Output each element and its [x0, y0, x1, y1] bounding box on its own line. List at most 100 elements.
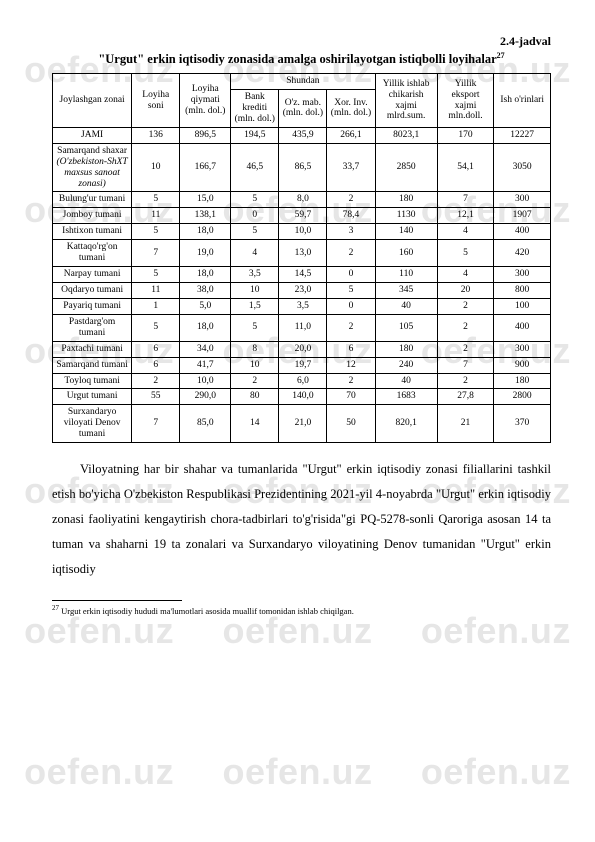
cell-value: 1683 — [375, 389, 437, 405]
cell-value: 5 — [437, 240, 494, 267]
cell-value: 18,0 — [180, 267, 231, 283]
cell-value: 170 — [437, 127, 494, 143]
cell-value: 12227 — [494, 127, 551, 143]
cell-value: 896,5 — [180, 127, 231, 143]
cell-value: 420 — [494, 240, 551, 267]
cell-zone: Surxandaryo viloyati Denov tumani — [53, 405, 132, 443]
th-shundan: Shundan — [231, 74, 375, 90]
cell-value: 55 — [132, 389, 180, 405]
cell-value: 240 — [375, 357, 437, 373]
cell-value: 194,5 — [231, 127, 279, 143]
cell-value: 2 — [132, 373, 180, 389]
cell-zone: Bulung'ur tumani — [53, 192, 132, 208]
cell-value: 18,0 — [180, 314, 231, 341]
cell-value: 80 — [231, 389, 279, 405]
th-xor: Xor. Inv. (mln. dol.) — [327, 90, 375, 128]
table-title-text: "Urgut" erkin iqtisodiy zonasida amalga … — [98, 52, 496, 66]
cell-value: 140,0 — [279, 389, 327, 405]
cell-value: 7 — [132, 240, 180, 267]
cell-value: 180 — [494, 373, 551, 389]
table-row: Oqdaryo tumani1138,01023,0534520800 — [53, 282, 551, 298]
cell-value: 85,0 — [180, 405, 231, 443]
table-caption: 2.4-jadval — [52, 34, 551, 49]
cell-value: 2 — [437, 341, 494, 357]
footnote-rule — [52, 600, 182, 601]
cell-zone: Paxtachi tumani — [53, 341, 132, 357]
cell-value: 2850 — [375, 143, 437, 192]
table-row: Paxtachi tumani634,0820,061802300 — [53, 341, 551, 357]
cell-value: 180 — [375, 341, 437, 357]
cell-value: 136 — [132, 127, 180, 143]
cell-value: 3,5 — [231, 267, 279, 283]
cell-value: 2 — [327, 314, 375, 341]
cell-value: 3050 — [494, 143, 551, 192]
cell-value: 14,5 — [279, 267, 327, 283]
cell-value: 290,0 — [180, 389, 231, 405]
cell-zone: Samarqand shaxar(O'zbekiston-ShXT maxsus… — [53, 143, 132, 192]
cell-value: 105 — [375, 314, 437, 341]
cell-value: 5 — [132, 224, 180, 240]
cell-value: 0 — [327, 298, 375, 314]
cell-value: 40 — [375, 373, 437, 389]
cell-value: 12,1 — [437, 208, 494, 224]
cell-value: 800 — [494, 282, 551, 298]
cell-value: 5 — [231, 192, 279, 208]
th-count: Loyiha soni — [132, 74, 180, 128]
footnote-text: Urgut erkin iqtisodiy hududi ma'lumotlar… — [59, 606, 354, 616]
cell-value: 266,1 — [327, 127, 375, 143]
cell-value: 46,5 — [231, 143, 279, 192]
table-row: Toyloq tumani210,026,02402180 — [53, 373, 551, 389]
cell-zone: Pastdarg'om tumani — [53, 314, 132, 341]
cell-zone: Jomboy tumani — [53, 208, 132, 224]
cell-value: 11 — [132, 208, 180, 224]
cell-value: 20,0 — [279, 341, 327, 357]
cell-value: 900 — [494, 357, 551, 373]
title-footnote-ref: 27 — [497, 51, 505, 60]
cell-value: 300 — [494, 341, 551, 357]
cell-zone: Ishtixon tumani — [53, 224, 132, 240]
cell-value: 50 — [327, 405, 375, 443]
cell-value: 300 — [494, 192, 551, 208]
cell-value: 70 — [327, 389, 375, 405]
table-row: Samarqand tumani641,71019,7122407900 — [53, 357, 551, 373]
cell-value: 0 — [231, 208, 279, 224]
cell-value: 20 — [437, 282, 494, 298]
cell-value: 59,7 — [279, 208, 327, 224]
cell-value: 2800 — [494, 389, 551, 405]
cell-value: 5,0 — [180, 298, 231, 314]
cell-value: 11 — [132, 282, 180, 298]
table-row: Pastdarg'om tumani518,0511,021052400 — [53, 314, 551, 341]
cell-value: 1907 — [494, 208, 551, 224]
cell-zone: Toyloq tumani — [53, 373, 132, 389]
cell-value: 41,7 — [180, 357, 231, 373]
cell-value: 4 — [437, 224, 494, 240]
cell-value: 34,0 — [180, 341, 231, 357]
cell-value: 2 — [327, 240, 375, 267]
cell-value: 370 — [494, 405, 551, 443]
cell-zone: JAMI — [53, 127, 132, 143]
cell-value: 140 — [375, 224, 437, 240]
th-value: Loyiha qiymati (mln. dol.) — [180, 74, 231, 128]
cell-value: 1130 — [375, 208, 437, 224]
cell-value: 160 — [375, 240, 437, 267]
cell-value: 18,0 — [180, 224, 231, 240]
cell-value: 400 — [494, 224, 551, 240]
cell-value: 180 — [375, 192, 437, 208]
table-header: Joylashgan zonai Loyiha soni Loyiha qiym… — [53, 74, 551, 128]
cell-value: 27,8 — [437, 389, 494, 405]
cell-value: 2 — [437, 373, 494, 389]
th-ylk-ish: Yillik ishlab chikarish xajmi mlrd.sum. — [375, 74, 437, 128]
cell-value: 100 — [494, 298, 551, 314]
cell-value: 5 — [132, 192, 180, 208]
footnote-number: 27 — [52, 604, 59, 612]
cell-value: 5 — [132, 267, 180, 283]
cell-value: 15,0 — [180, 192, 231, 208]
cell-value: 166,7 — [180, 143, 231, 192]
body-paragraph: Viloyatning har bir shahar va tumanlarid… — [52, 457, 551, 582]
th-ylk-eks: Yillik eksport xajmi mln.doll. — [437, 74, 494, 128]
th-oz: O'z. mab. (mln. dol.) — [279, 90, 327, 128]
cell-value: 10,0 — [279, 224, 327, 240]
cell-value: 21,0 — [279, 405, 327, 443]
table-row: Bulung'ur tumani515,058,021807300 — [53, 192, 551, 208]
cell-value: 5 — [327, 282, 375, 298]
